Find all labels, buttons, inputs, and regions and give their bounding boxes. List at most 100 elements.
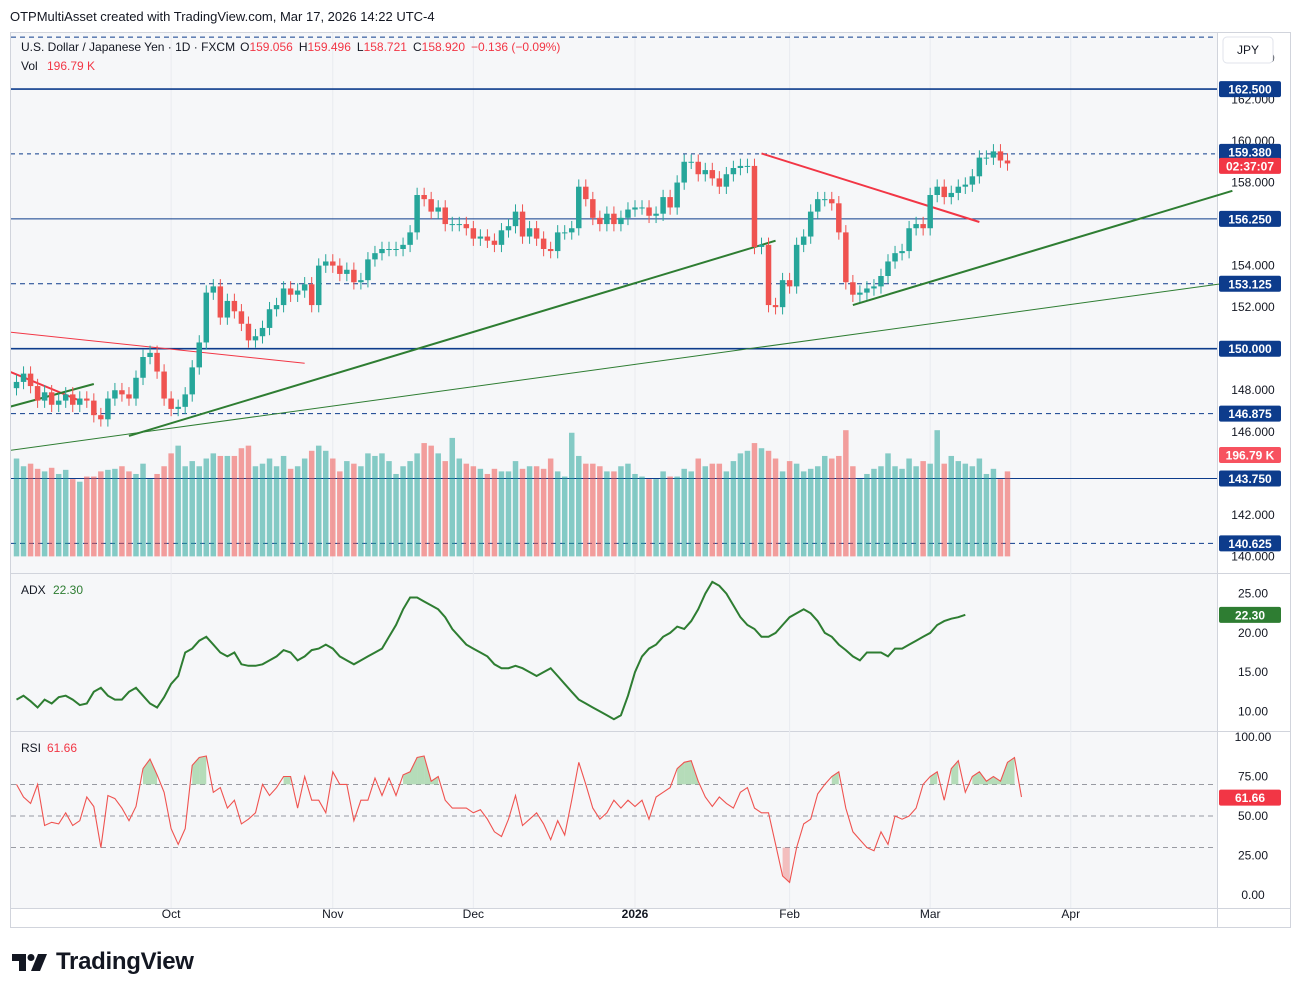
candle-body bbox=[435, 207, 441, 212]
currency-selector[interactable] bbox=[1222, 36, 1274, 64]
candle-body bbox=[892, 253, 898, 262]
rsi-axis-tick: 0.00 bbox=[1241, 888, 1265, 902]
candle-body bbox=[13, 381, 20, 389]
candle-body bbox=[653, 213, 659, 216]
volume-bar bbox=[576, 455, 582, 557]
volume-bar bbox=[646, 479, 652, 557]
volume-bar bbox=[843, 430, 849, 557]
volume-bar bbox=[98, 471, 104, 557]
volume-bar bbox=[561, 476, 568, 557]
legend-close-label: C bbox=[413, 40, 422, 54]
candle-body bbox=[751, 165, 758, 247]
rsi-overbought-fill bbox=[150, 759, 158, 785]
price-axis-tick: 152.000 bbox=[1231, 300, 1275, 314]
volume-bar bbox=[695, 458, 701, 557]
candle-body bbox=[800, 236, 807, 245]
candle-body bbox=[69, 394, 76, 405]
candle-body bbox=[857, 292, 863, 295]
candle-body bbox=[793, 244, 800, 287]
candle-body bbox=[147, 352, 153, 357]
footer-brand[interactable]: TradingView bbox=[12, 948, 194, 976]
volume-bar bbox=[13, 458, 20, 557]
candle-body bbox=[203, 292, 210, 343]
price-badges: 162.500 156.250 153.125 150.000 146.875 143.7… bbox=[1219, 81, 1281, 806]
volume-bar bbox=[126, 471, 132, 557]
trendline bbox=[852, 189, 1233, 307]
last-price-badge-box bbox=[1219, 143, 1281, 160]
volume-bar bbox=[62, 469, 69, 557]
candle-body bbox=[428, 199, 434, 212]
candle-body bbox=[407, 232, 413, 245]
volume-bar bbox=[168, 453, 174, 557]
rsi-overbought-fill bbox=[143, 759, 151, 785]
volume-bar bbox=[611, 471, 617, 557]
candle-body bbox=[976, 157, 983, 177]
candle-body bbox=[920, 224, 926, 229]
candle-body bbox=[646, 207, 652, 216]
level-badge-box bbox=[1219, 81, 1281, 98]
volume-bar bbox=[477, 468, 484, 557]
rsi-value: 61.66 bbox=[47, 741, 77, 755]
candle-body bbox=[372, 253, 378, 260]
candle-body bbox=[55, 400, 62, 405]
candle-body bbox=[77, 398, 83, 405]
candle-body bbox=[618, 217, 624, 225]
candle-body bbox=[639, 207, 645, 209]
candle-body bbox=[84, 398, 90, 401]
volume-bar bbox=[653, 479, 659, 557]
adx-badge: 22.30 bbox=[1235, 608, 1265, 622]
volume-bar bbox=[758, 448, 765, 557]
volume-bar bbox=[674, 476, 680, 557]
volume-bar bbox=[435, 453, 441, 557]
candle-body bbox=[667, 197, 673, 208]
volume-bar bbox=[906, 458, 912, 557]
candle-body bbox=[315, 265, 322, 306]
candle-body bbox=[62, 394, 69, 401]
rsi-overbought-fill bbox=[199, 755, 207, 785]
volume-bar bbox=[245, 445, 252, 557]
candle-body bbox=[864, 288, 870, 293]
candle-body bbox=[878, 276, 884, 287]
volume-bar bbox=[899, 468, 905, 557]
volume-bar bbox=[238, 448, 245, 557]
volume-bar bbox=[323, 450, 329, 557]
volume-bar bbox=[315, 445, 322, 557]
rsi-line bbox=[16, 755, 1023, 884]
volume-bar bbox=[175, 445, 181, 557]
rsi-overbought-fill bbox=[417, 755, 425, 785]
rsi-overbought-fill bbox=[951, 760, 959, 785]
legend-symbol: U.S. Dollar / Japanese Yen · 1D · FXCM bbox=[21, 40, 235, 54]
candle-body bbox=[484, 236, 491, 241]
volume-bar bbox=[189, 461, 195, 557]
time-axis-label: Feb bbox=[779, 907, 800, 921]
candle-body bbox=[98, 415, 104, 420]
level-badge-box bbox=[1219, 340, 1281, 357]
candle-body bbox=[955, 186, 962, 193]
volume-bar bbox=[997, 479, 1004, 557]
adx-axis-tick: 15.00 bbox=[1238, 665, 1268, 679]
chart-canvas[interactable]: 164.000162.000160.000158.000154.000152.0… bbox=[11, 33, 1290, 927]
volume-bar bbox=[34, 468, 41, 557]
volume-bar bbox=[69, 479, 76, 557]
volume-bar bbox=[112, 468, 118, 557]
volume-bar bbox=[751, 443, 758, 557]
volume-bar bbox=[962, 463, 969, 557]
candle-body bbox=[561, 232, 568, 234]
candle-body bbox=[421, 195, 427, 200]
rsi-overbought-fill bbox=[677, 762, 685, 785]
level-badge-box bbox=[1219, 535, 1281, 552]
volume-bar bbox=[491, 468, 498, 557]
adx-axis-tick: 10.00 bbox=[1238, 704, 1268, 718]
candle-body bbox=[351, 269, 357, 283]
price-axis-tick: 154.000 bbox=[1231, 259, 1275, 273]
volume-bar bbox=[280, 455, 287, 557]
legend-high: 159.496 bbox=[308, 40, 352, 54]
volume-bar bbox=[871, 468, 877, 557]
adx-badge-box bbox=[1219, 606, 1281, 623]
candle-body bbox=[442, 207, 448, 225]
candle-body bbox=[20, 373, 27, 382]
volume-bar bbox=[540, 468, 547, 557]
candle-body bbox=[217, 286, 224, 318]
candle-body bbox=[814, 199, 821, 212]
volume-bar bbox=[667, 476, 673, 557]
